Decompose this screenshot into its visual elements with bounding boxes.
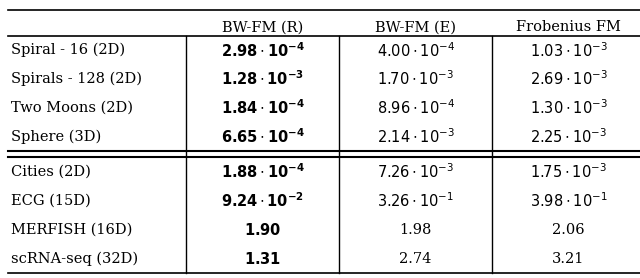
Text: $\mathbf{1.84} \cdot \mathbf{10}^{\mathbf{-4}}$: $\mathbf{1.84} \cdot \mathbf{10}^{\mathb… <box>221 99 305 117</box>
Text: $4.00 \cdot 10^{-4}$: $4.00 \cdot 10^{-4}$ <box>376 41 454 59</box>
Text: Spiral - 16 (2D): Spiral - 16 (2D) <box>11 43 125 58</box>
Text: $\mathbf{1.28} \cdot \mathbf{10}^{\mathbf{-3}}$: $\mathbf{1.28} \cdot \mathbf{10}^{\mathb… <box>221 70 304 88</box>
Text: BW-FM (E): BW-FM (E) <box>375 20 456 34</box>
Text: Spirals - 128 (2D): Spirals - 128 (2D) <box>11 72 142 86</box>
Text: $\mathbf{2.98} \cdot \mathbf{10}^{\mathbf{-4}}$: $\mathbf{2.98} \cdot \mathbf{10}^{\mathb… <box>221 41 305 59</box>
Text: Sphere (3D): Sphere (3D) <box>11 130 101 144</box>
Text: Two Moons (2D): Two Moons (2D) <box>11 101 133 115</box>
Text: scRNA-seq (32D): scRNA-seq (32D) <box>11 251 138 266</box>
Text: $1.70 \cdot 10^{-3}$: $1.70 \cdot 10^{-3}$ <box>377 70 454 88</box>
Text: 2.74: 2.74 <box>399 252 432 265</box>
Text: $2.69 \cdot 10^{-3}$: $2.69 \cdot 10^{-3}$ <box>529 70 607 88</box>
Text: $\mathbf{6.65} \cdot \mathbf{10}^{\mathbf{-4}}$: $\mathbf{6.65} \cdot \mathbf{10}^{\mathb… <box>221 128 305 146</box>
Text: $3.26 \cdot 10^{-1}$: $3.26 \cdot 10^{-1}$ <box>377 192 454 210</box>
Text: $1.03 \cdot 10^{-3}$: $1.03 \cdot 10^{-3}$ <box>529 41 607 59</box>
Text: 3.21: 3.21 <box>552 252 585 265</box>
Text: $8.96 \cdot 10^{-4}$: $8.96 \cdot 10^{-4}$ <box>376 99 454 117</box>
Text: $7.26 \cdot 10^{-3}$: $7.26 \cdot 10^{-3}$ <box>377 163 454 181</box>
Text: Cities (2D): Cities (2D) <box>11 165 91 179</box>
Text: Frobenius FM: Frobenius FM <box>516 20 621 34</box>
Text: 1.98: 1.98 <box>399 223 432 237</box>
Text: $3.98 \cdot 10^{-1}$: $3.98 \cdot 10^{-1}$ <box>530 192 607 210</box>
Text: MERFISH (16D): MERFISH (16D) <box>11 223 132 237</box>
Text: $1.30 \cdot 10^{-3}$: $1.30 \cdot 10^{-3}$ <box>529 99 607 117</box>
Text: BW-FM (R): BW-FM (R) <box>222 20 303 34</box>
Text: $2.14 \cdot 10^{-3}$: $2.14 \cdot 10^{-3}$ <box>377 128 454 146</box>
Text: $1.75 \cdot 10^{-3}$: $1.75 \cdot 10^{-3}$ <box>530 163 607 181</box>
Text: $2.25 \cdot 10^{-3}$: $2.25 \cdot 10^{-3}$ <box>530 128 607 146</box>
Text: $\mathbf{1.90}$: $\mathbf{1.90}$ <box>244 222 282 238</box>
Text: $\mathbf{1.31}$: $\mathbf{1.31}$ <box>244 250 281 267</box>
Text: $\mathbf{1.88} \cdot \mathbf{10}^{\mathbf{-4}}$: $\mathbf{1.88} \cdot \mathbf{10}^{\mathb… <box>221 163 305 181</box>
Text: ECG (15D): ECG (15D) <box>11 194 91 208</box>
Text: 2.06: 2.06 <box>552 223 585 237</box>
Text: $\mathbf{9.24} \cdot \mathbf{10}^{\mathbf{-2}}$: $\mathbf{9.24} \cdot \mathbf{10}^{\mathb… <box>221 192 304 210</box>
